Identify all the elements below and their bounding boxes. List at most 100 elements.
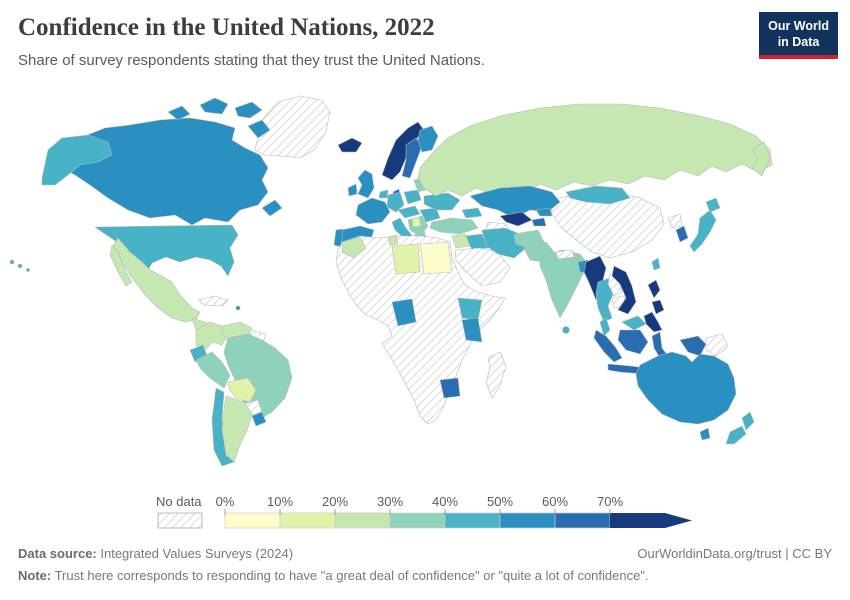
country-romania-bulgaria[interactable] [419, 207, 441, 223]
country-madagascar[interactable] [485, 351, 507, 399]
country-ireland[interactable] [347, 183, 358, 197]
world-map [9, 95, 773, 467]
country-kyrgyzstan[interactable] [535, 207, 553, 217]
legend-bin-swatch[interactable] [224, 512, 281, 529]
country-russia[interactable] [417, 103, 773, 197]
country-canada-arctic-2[interactable] [234, 101, 263, 119]
country-turkey[interactable] [429, 217, 479, 235]
country-nigeria[interactable] [391, 298, 417, 327]
owid-logo[interactable]: Our World in Data [759, 12, 838, 60]
country-canada-arctic-3[interactable] [167, 105, 191, 121]
country-mexico-baja[interactable] [109, 244, 133, 287]
country-kenya[interactable] [461, 317, 483, 343]
legend-no-data-swatch[interactable] [157, 512, 203, 529]
country-zimbabwe[interactable] [439, 377, 461, 399]
country-canada[interactable] [61, 117, 269, 226]
country-ukraine[interactable] [423, 192, 461, 211]
country-caucasus[interactable] [461, 207, 483, 219]
country-iceland[interactable] [337, 137, 363, 153]
legend-tick-label: 40% [432, 494, 458, 509]
country-uzbekistan[interactable] [499, 211, 533, 227]
country-indonesia-kalimantan[interactable] [617, 329, 649, 355]
chart-title: Confidence in the United Nations, 2022 [18, 14, 435, 41]
country-malaysia-borneo[interactable] [621, 315, 647, 331]
legend-bin-swatch-arrow[interactable] [610, 513, 692, 528]
legend-bin-swatch[interactable] [499, 512, 556, 529]
legend-no-data-label: No data [156, 494, 202, 509]
country-philippines-3[interactable] [643, 311, 663, 333]
legend-bin-swatch[interactable] [334, 512, 391, 529]
country-morocco[interactable] [341, 236, 367, 259]
country-canada-arctic-1[interactable] [199, 97, 229, 115]
country-russia-kamchatka[interactable] [751, 141, 771, 177]
legend-tick-label: 70% [597, 494, 623, 509]
country-arabian-peninsula[interactable] [454, 247, 511, 287]
country-finland[interactable] [417, 125, 439, 153]
legend-tick-label: 60% [542, 494, 568, 509]
note-line: Note: Trust here corresponds to respondi… [18, 568, 838, 583]
country-egypt[interactable] [419, 241, 453, 275]
note-label: Note: [18, 568, 52, 583]
country-south-korea[interactable] [675, 225, 689, 243]
country-north-korea[interactable] [667, 213, 683, 229]
country-serbia[interactable] [411, 216, 422, 228]
country-poland[interactable] [403, 189, 422, 205]
country-australia[interactable] [635, 351, 737, 425]
country-tajikistan[interactable] [531, 217, 547, 227]
country-philippines-1[interactable] [647, 279, 661, 299]
country-japan-honshu[interactable] [689, 209, 717, 253]
country-hawaii-1[interactable] [9, 259, 15, 265]
country-argentina[interactable] [221, 395, 253, 463]
country-philippines-2[interactable] [651, 299, 665, 315]
country-iraq[interactable] [465, 233, 489, 251]
country-sweden[interactable] [401, 137, 423, 179]
country-cuba[interactable] [197, 295, 229, 307]
country-germany[interactable] [386, 191, 405, 213]
country-japan-hokkaido[interactable] [705, 197, 721, 213]
data-source-text: Integrated Values Surveys (2024) [96, 546, 294, 561]
country-papua-new-guinea[interactable] [705, 333, 729, 357]
country-mexico[interactable] [111, 237, 201, 323]
country-tunisia[interactable] [387, 234, 399, 246]
country-new-zealand-south[interactable] [725, 425, 747, 445]
data-source-line: Data source: Integrated Values Surveys (… [18, 546, 618, 561]
country-canada-newfoundland[interactable] [261, 199, 283, 217]
owid-logo-line1: Our World [768, 19, 829, 33]
legend-tick-label: 10% [267, 494, 293, 509]
country-mongolia[interactable] [565, 185, 631, 205]
country-greenland[interactable] [254, 95, 331, 159]
country-puerto-rico[interactable] [235, 305, 241, 311]
country-uruguay[interactable] [251, 411, 267, 427]
owid-link[interactable]: OurWorldinData.org/trust | CC BY [637, 546, 832, 561]
country-vietnam[interactable] [611, 265, 637, 315]
legend-bin-swatch[interactable] [279, 512, 336, 529]
legend-bin-swatch[interactable] [389, 512, 446, 529]
country-libya[interactable] [391, 243, 421, 275]
country-new-zealand-north[interactable] [741, 411, 755, 431]
country-alaska[interactable] [41, 134, 113, 186]
country-hawaii-3[interactable] [26, 268, 30, 272]
legend-tick-label: 20% [322, 494, 348, 509]
country-ethiopia[interactable] [457, 297, 483, 321]
country-united-kingdom[interactable] [357, 169, 375, 199]
country-india[interactable] [539, 249, 589, 319]
country-low-countries[interactable] [378, 189, 389, 199]
legend-bin-swatch[interactable] [554, 512, 611, 529]
country-france[interactable] [355, 197, 391, 225]
country-taiwan[interactable] [651, 257, 661, 271]
map-legend: No data 0% 10% 20% 30% 40% 50% 60% 70% [156, 494, 692, 529]
country-hawaii-2[interactable] [17, 263, 23, 269]
country-indonesia-papua[interactable] [679, 335, 707, 357]
note-text: Trust here corresponds to responding to … [51, 568, 649, 583]
country-sri-lanka[interactable] [562, 326, 570, 334]
country-canada-baffin[interactable] [247, 119, 271, 139]
country-nepal[interactable] [555, 249, 575, 260]
country-brazil[interactable] [223, 333, 293, 421]
legend-bin-swatch[interactable] [444, 512, 501, 529]
country-australia-tasmania[interactable] [699, 427, 711, 441]
country-indonesia-sumatra[interactable] [593, 329, 623, 363]
country-central-europe[interactable] [397, 205, 421, 219]
country-peru[interactable] [195, 351, 231, 389]
country-malaysia-peninsula[interactable] [599, 317, 611, 337]
